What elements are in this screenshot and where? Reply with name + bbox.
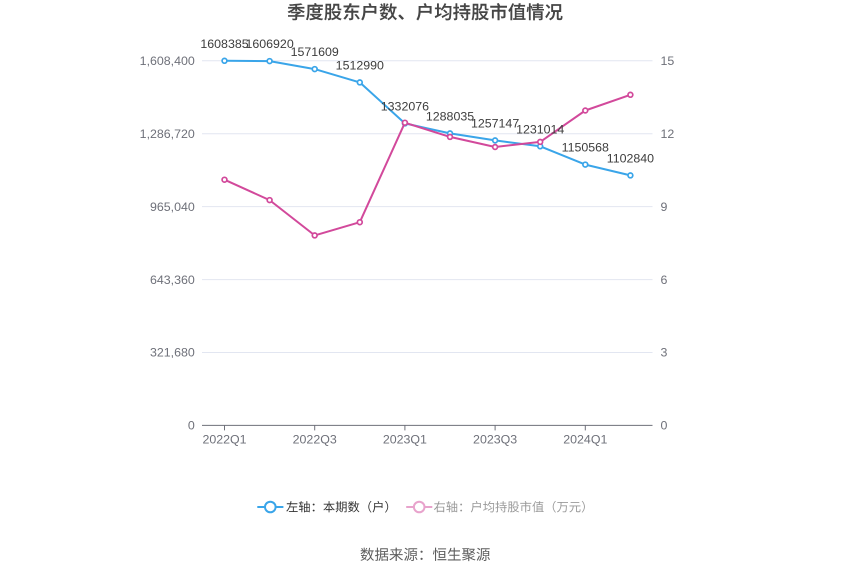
svg-text:2022Q3: 2022Q3 [293, 433, 337, 447]
svg-text:0: 0 [188, 419, 195, 433]
svg-text:2024Q1: 2024Q1 [563, 433, 607, 447]
svg-text:2022Q1: 2022Q1 [202, 433, 246, 447]
svg-text:1150568: 1150568 [562, 141, 609, 155]
svg-text:1512990: 1512990 [336, 59, 384, 73]
svg-text:1288035: 1288035 [426, 110, 474, 124]
svg-text:12: 12 [661, 127, 675, 141]
svg-text:1231014: 1231014 [516, 122, 564, 136]
svg-text:15: 15 [661, 54, 675, 68]
svg-text:2023Q1: 2023Q1 [383, 433, 427, 447]
svg-text:965,040: 965,040 [150, 200, 195, 214]
svg-text:1571609: 1571609 [291, 45, 339, 59]
svg-text:321,680: 321,680 [150, 346, 195, 360]
svg-text:0: 0 [661, 419, 668, 433]
svg-text:1,608,400: 1,608,400 [140, 54, 195, 68]
svg-text:643,360: 643,360 [150, 273, 195, 287]
svg-text:1606920: 1606920 [245, 37, 293, 51]
svg-text:1257147: 1257147 [471, 117, 519, 131]
svg-text:9: 9 [661, 200, 668, 214]
svg-text:1102840: 1102840 [607, 152, 654, 166]
svg-text:3: 3 [661, 346, 668, 360]
svg-text:6: 6 [661, 273, 668, 287]
svg-text:1608385: 1608385 [200, 37, 248, 51]
svg-text:1332076: 1332076 [381, 100, 429, 114]
svg-text:2023Q3: 2023Q3 [473, 433, 517, 447]
svg-text:1,286,720: 1,286,720 [140, 127, 195, 141]
